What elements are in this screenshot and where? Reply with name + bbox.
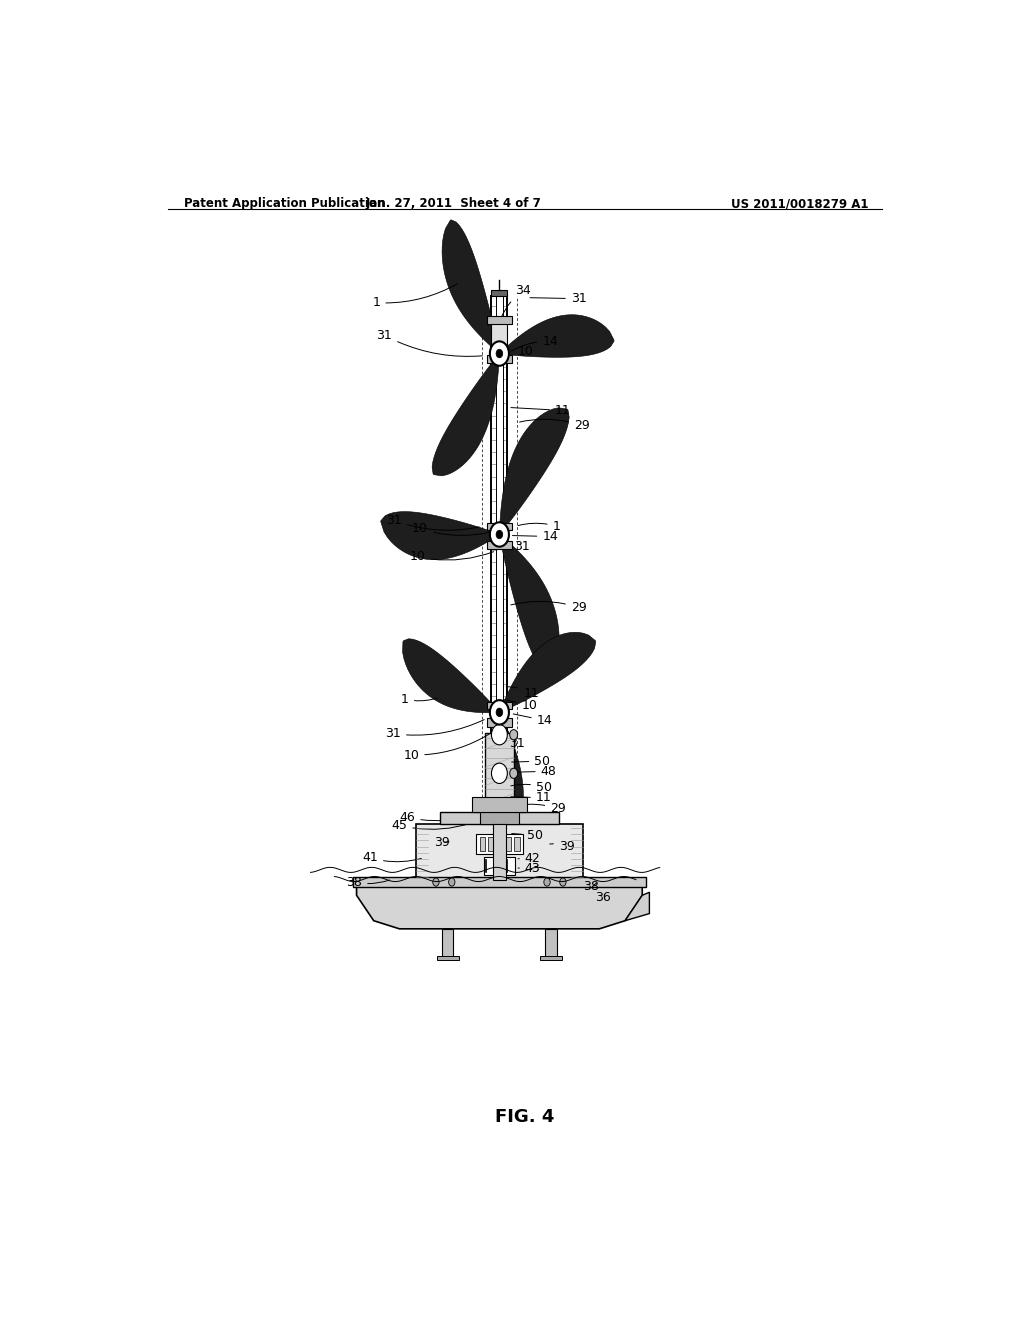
- Circle shape: [433, 878, 439, 886]
- Text: 29: 29: [512, 803, 566, 816]
- Text: 31: 31: [386, 513, 479, 531]
- Bar: [475, 834, 523, 854]
- Bar: [486, 355, 512, 363]
- Polygon shape: [500, 314, 614, 358]
- Circle shape: [510, 730, 518, 739]
- Circle shape: [510, 809, 518, 818]
- Text: 38: 38: [346, 875, 390, 888]
- Text: 10: 10: [503, 345, 534, 366]
- Bar: [492, 318, 507, 348]
- Text: Patent Application Publication: Patent Application Publication: [183, 197, 385, 210]
- Text: 31: 31: [505, 727, 524, 750]
- Text: 11: 11: [511, 791, 552, 804]
- Circle shape: [544, 878, 550, 886]
- Text: 1: 1: [373, 284, 458, 309]
- Polygon shape: [381, 512, 500, 560]
- Bar: [440, 812, 559, 824]
- Text: 39: 39: [433, 836, 450, 849]
- Bar: [486, 523, 512, 529]
- Text: 50: 50: [511, 781, 552, 795]
- Text: 11: 11: [506, 686, 539, 700]
- Circle shape: [489, 523, 509, 546]
- Bar: [486, 541, 512, 549]
- Polygon shape: [499, 632, 596, 713]
- Bar: [546, 929, 557, 957]
- Text: 29: 29: [511, 601, 587, 614]
- Text: 14: 14: [512, 531, 558, 543]
- Circle shape: [492, 725, 507, 744]
- Polygon shape: [432, 354, 500, 477]
- Polygon shape: [442, 220, 500, 354]
- Text: 42: 42: [518, 853, 541, 865]
- Circle shape: [489, 342, 509, 366]
- Circle shape: [560, 878, 566, 886]
- Text: 1: 1: [518, 520, 560, 533]
- Bar: [492, 289, 507, 296]
- Text: 14: 14: [511, 335, 558, 351]
- Bar: [488, 837, 494, 851]
- Bar: [540, 956, 562, 961]
- Circle shape: [492, 763, 507, 784]
- Text: 10: 10: [505, 698, 538, 711]
- Text: Jan. 27, 2011  Sheet 4 of 7: Jan. 27, 2011 Sheet 4 of 7: [366, 197, 542, 210]
- Polygon shape: [499, 408, 569, 535]
- Text: 39: 39: [550, 840, 574, 853]
- Text: 31: 31: [377, 329, 482, 356]
- Text: 48: 48: [512, 764, 557, 777]
- Bar: [492, 296, 507, 859]
- Polygon shape: [356, 887, 642, 929]
- Circle shape: [510, 768, 518, 779]
- Text: 31: 31: [506, 540, 529, 553]
- Text: 41: 41: [362, 851, 421, 865]
- Bar: [486, 718, 512, 726]
- Bar: [479, 812, 519, 824]
- Bar: [485, 733, 514, 804]
- Circle shape: [496, 531, 503, 539]
- Circle shape: [496, 708, 503, 717]
- Text: 50: 50: [512, 755, 550, 768]
- Circle shape: [492, 804, 507, 824]
- Bar: [472, 797, 527, 812]
- Circle shape: [489, 700, 509, 725]
- Text: 46: 46: [399, 810, 473, 824]
- Bar: [506, 837, 511, 851]
- Polygon shape: [625, 892, 649, 921]
- Text: 10: 10: [403, 734, 489, 762]
- Text: FIG. 4: FIG. 4: [496, 1107, 554, 1126]
- Bar: [442, 929, 454, 957]
- Text: 45: 45: [391, 818, 471, 832]
- Bar: [416, 824, 583, 880]
- Bar: [494, 824, 506, 880]
- Circle shape: [496, 350, 503, 358]
- Bar: [436, 956, 459, 961]
- Text: 11: 11: [511, 404, 570, 417]
- Circle shape: [449, 878, 455, 886]
- Polygon shape: [490, 713, 523, 854]
- Text: US 2011/0018279 A1: US 2011/0018279 A1: [731, 197, 868, 210]
- Bar: [483, 857, 515, 875]
- Text: 31: 31: [530, 292, 587, 305]
- Text: 36: 36: [595, 891, 610, 904]
- Bar: [486, 702, 512, 709]
- Text: 34: 34: [502, 284, 531, 317]
- Text: 10: 10: [412, 521, 490, 536]
- Bar: [352, 876, 646, 887]
- Text: 29: 29: [519, 420, 590, 432]
- Text: 31: 31: [385, 719, 484, 741]
- Text: 43: 43: [518, 862, 541, 875]
- Bar: [514, 837, 520, 851]
- Bar: [486, 317, 512, 323]
- Polygon shape: [499, 535, 559, 673]
- Text: 38: 38: [583, 879, 599, 892]
- Text: 10: 10: [410, 550, 494, 564]
- Text: 14: 14: [513, 714, 553, 727]
- Polygon shape: [402, 639, 500, 713]
- Bar: [497, 837, 503, 851]
- Bar: [479, 837, 485, 851]
- Text: 1: 1: [401, 693, 437, 706]
- Text: 50: 50: [512, 829, 543, 842]
